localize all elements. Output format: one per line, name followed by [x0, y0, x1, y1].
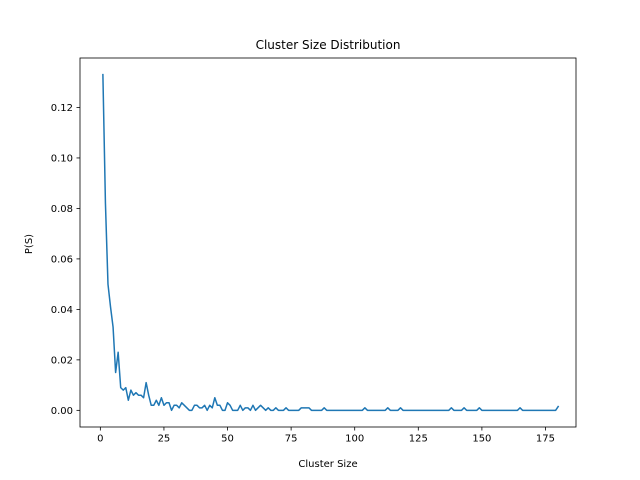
y-tick-label: 0.06 [51, 254, 73, 265]
y-tick-label: 0.02 [51, 355, 73, 366]
y-tick-label: 0.00 [51, 406, 73, 417]
x-tick-label: 0 [97, 434, 103, 445]
x-tick-label: 175 [536, 434, 555, 445]
y-tick-label: 0.10 [51, 153, 73, 164]
x-tick-label: 25 [158, 434, 171, 445]
x-tick-label: 150 [472, 434, 491, 445]
x-axis-label: Cluster Size [298, 459, 357, 470]
y-tick-label: 0.08 [51, 204, 73, 215]
x-tick-label: 100 [345, 434, 364, 445]
x-tick-label: 125 [409, 434, 428, 445]
chart-title: Cluster Size Distribution [256, 38, 401, 52]
series-line-0 [102, 73, 560, 412]
y-tick-label: 0.04 [51, 305, 73, 316]
y-axis-label: P(S) [24, 234, 35, 254]
plot-area: 0 25 50 75 100 125 150 175 0.00 0.02 0.04 0.06 0.08 0… [51, 57, 577, 445]
axes-frame [79, 57, 577, 428]
y-tick-label: 0.12 [51, 103, 73, 114]
x-tick-label: 75 [285, 434, 298, 445]
x-tick-label: 50 [221, 434, 234, 445]
